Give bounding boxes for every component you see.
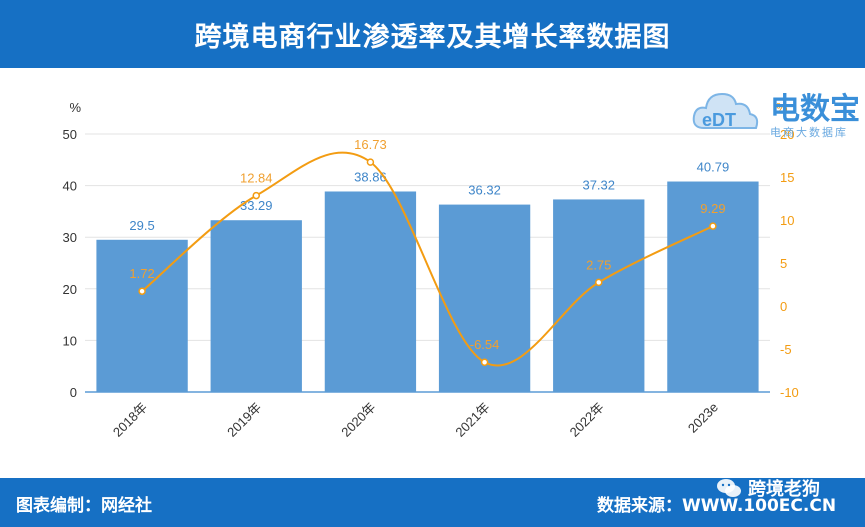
x-tick-label: 2021年	[452, 400, 492, 440]
x-tick-label: 2022年	[567, 400, 607, 440]
growth-point	[138, 287, 146, 295]
growth-point	[709, 222, 717, 230]
x-tick-label: 2020年	[338, 400, 378, 440]
bar-value-label: 33.29	[240, 198, 273, 213]
growth-value-label: 2.75	[586, 257, 611, 272]
watermark-subtitle: 电商大数据库	[770, 126, 848, 139]
y-right-tick-label: 0	[780, 299, 787, 314]
y-right-tick-label: 10	[780, 213, 794, 228]
growth-value-label: 12.84	[240, 171, 273, 186]
bar-value-label: 37.32	[582, 177, 615, 192]
y-right-tick-label: -5	[780, 342, 792, 357]
growth-value-label: 9.29	[700, 201, 725, 216]
wechat-icon	[716, 477, 742, 499]
y-left-tick-label: 10	[63, 333, 77, 348]
bar-value-label: 38.86	[354, 169, 387, 184]
growth-point	[595, 278, 603, 287]
y-right-tick-label: 15	[780, 170, 794, 185]
footer-compiler: 图表编制：网经社	[16, 496, 152, 516]
y-left-tick-label: 40	[63, 179, 77, 194]
y-left-tick-label: 0	[70, 385, 77, 400]
chart-header: 跨境电商行业渗透率及其增长率数据图	[0, 0, 865, 68]
bar	[96, 239, 188, 392]
y-left-tick-label: 20	[63, 282, 77, 297]
growth-point	[252, 191, 260, 200]
x-tick-label: 2019年	[224, 400, 264, 440]
bar	[210, 220, 302, 392]
y-left-tick-label: 50	[63, 127, 77, 142]
x-tick-label: 2018年	[110, 400, 150, 440]
chart: 0 10 20 30 40 50 -10 -5 0 5 10 15 20% % 29.5 33.29 38.86…	[63, 100, 799, 440]
bar	[667, 181, 759, 392]
growth-point	[366, 158, 375, 166]
y-left-unit: %	[69, 100, 81, 115]
y-right-tick-label: 5	[780, 256, 787, 271]
cloud-logo-icon: eDT	[692, 92, 759, 130]
footer-source: 数据来源：WWW.100EC.CN	[597, 491, 836, 516]
chart-title: 跨境电商行业渗透率及其增长率数据图	[194, 21, 671, 53]
y-right-tick-label: -10	[780, 385, 799, 400]
bar	[324, 191, 417, 392]
footer-source-url: WWW.100EC.CN	[682, 496, 837, 516]
wechat-watermark: 跨境老狗	[716, 471, 820, 505]
growth-point	[480, 358, 489, 366]
x-tick-label: 2023e	[685, 400, 721, 436]
watermark-brand: 电数宝	[770, 92, 860, 127]
bar	[553, 199, 645, 392]
growth-value-label: 16.73	[354, 137, 387, 152]
footer-source-label: 数据来源：	[597, 496, 682, 516]
y-left-tick-label: 30	[63, 230, 77, 245]
growth-value-label: 1.72	[129, 266, 154, 281]
bar-value-label: 36.32	[468, 183, 501, 198]
y-right-tick-label: 20	[780, 127, 794, 142]
svg-text:eDT: eDT	[702, 110, 736, 130]
growth-value-label: -6.54	[470, 337, 500, 352]
bar-value-label: 40.79	[697, 160, 730, 175]
watermark-logo: eDT 电数宝 电商大数据库	[690, 84, 860, 146]
bar-value-label: 29.5	[129, 218, 154, 233]
wechat-label: 跨境老狗	[748, 479, 820, 500]
y-right-unit: %	[776, 100, 788, 115]
